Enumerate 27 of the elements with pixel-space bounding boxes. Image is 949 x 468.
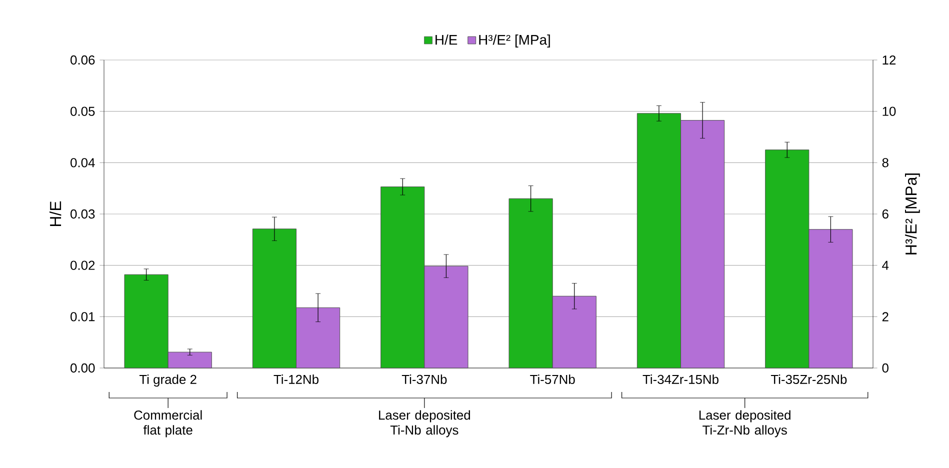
- y2-tick-label: 6: [882, 209, 888, 219]
- legend-label: H³/E² [MPa]: [479, 34, 550, 48]
- x-tick-label: Ti grade 2: [139, 374, 196, 387]
- y2-tick-label: 0: [882, 363, 888, 373]
- text: Commercial flat plate: [134, 410, 202, 438]
- y-tick-label: 0.05: [70, 106, 95, 116]
- text: Laser deposited Ti-Zr-Nb alloys: [699, 410, 790, 438]
- x-tick-label: Ti-37Nb: [402, 374, 447, 384]
- x-tick-label: Ti-35Zr-25Nb: [770, 374, 847, 384]
- y-tick-label: 0.04: [70, 158, 95, 168]
- x-tick-label: Ti-12Nb: [274, 374, 318, 384]
- x-tick-label: Ti-57Nb: [530, 374, 575, 384]
- y-tick-label: 0.03: [70, 209, 95, 219]
- y-tick-label: 0.01: [70, 312, 95, 322]
- y2-tick-label: 2: [882, 312, 888, 322]
- y2-axis-title: H³/E² [MPa]: [905, 174, 920, 254]
- y-tick-label: 0.00: [70, 363, 95, 373]
- y-tick-label: 0.06: [70, 55, 95, 65]
- legend-label: H/E: [436, 34, 458, 45]
- x-tick-label: Ti-34Zr-15Nb: [642, 374, 718, 384]
- y-axis-title: H/E: [49, 201, 62, 226]
- y2-tick-label: 8: [882, 158, 888, 168]
- y2-tick-label: 4: [882, 260, 889, 270]
- y-tick-label: 0.02: [70, 260, 95, 270]
- y2-tick-label: 12: [882, 55, 896, 65]
- text: Laser deposited Ti-Nb alloys: [379, 410, 470, 438]
- y2-tick-label: 10: [882, 106, 896, 116]
